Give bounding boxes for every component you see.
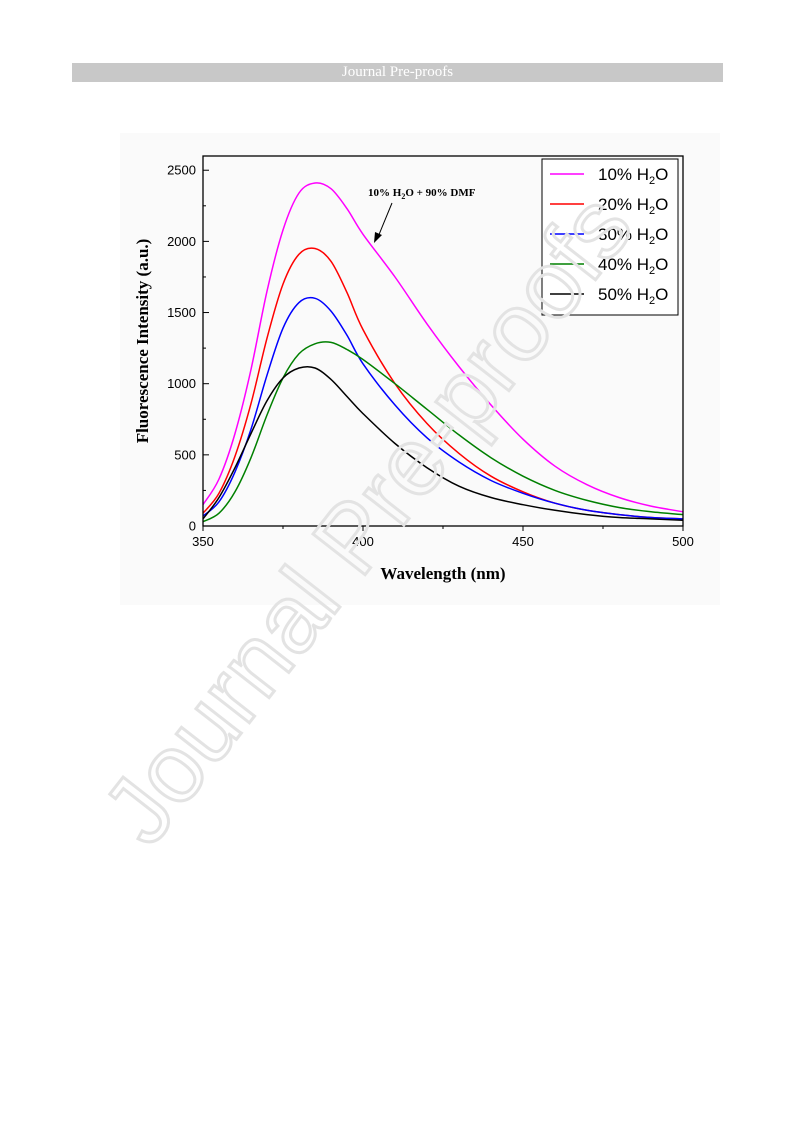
y-tick-label: 1500 <box>167 305 196 320</box>
legend-label-sub: 2 <box>649 235 655 247</box>
legend-label-5: 50% H2O <box>598 285 668 307</box>
x-tick-label: 450 <box>512 534 534 549</box>
annotation-post: O + 90% DMF <box>405 187 475 199</box>
x-axis-label: Wavelength (nm) <box>380 564 505 583</box>
x-tick-labels: 350 400 450 500 <box>192 534 694 549</box>
series-line-4 <box>202 341 684 523</box>
legend-label-sub: 2 <box>649 175 655 187</box>
legend-label-pre: 30% H <box>598 225 649 244</box>
figure: 0 500 1000 1500 2000 2500 350 400 450 500 Wavele… <box>120 133 720 605</box>
y-tick-label: 500 <box>174 447 196 462</box>
series-line-3 <box>202 296 684 520</box>
legend-label-sub: 2 <box>649 265 655 277</box>
legend-label-4: 40% H2O <box>598 255 668 277</box>
legend-label-post: O <box>655 285 668 304</box>
legend-label-pre: 20% H <box>598 195 649 214</box>
journal-banner: Journal Pre-proofs <box>72 63 723 82</box>
annotation-pre: 10% H <box>368 187 402 199</box>
x-tick-label: 500 <box>672 534 694 549</box>
legend-label-sub: 2 <box>649 295 655 307</box>
y-tick-label: 2500 <box>167 163 196 178</box>
series-line-5 <box>202 365 684 522</box>
y-tick-labels: 0 500 1000 1500 2000 2500 <box>167 163 196 534</box>
legend-label-3: 30% H2O <box>598 225 668 247</box>
y-tick-label: 1000 <box>167 376 196 391</box>
legend-label-post: O <box>655 165 668 184</box>
x-tick-label: 350 <box>192 534 214 549</box>
legend-label-1: 10% H2O <box>598 165 668 187</box>
y-axis-label: Fluorescence Intensity (a.u.) <box>133 239 152 444</box>
annotation-arrow-head <box>374 232 382 243</box>
y-tick-label: 0 <box>189 519 196 534</box>
legend-label-sub: 2 <box>649 205 655 217</box>
legend-label-post: O <box>655 195 668 214</box>
banner-text: Journal Pre-proofs <box>341 64 454 80</box>
annotation-sub: 2 <box>401 192 405 201</box>
legend-label-post: O <box>655 255 668 274</box>
series-line-1 <box>202 182 684 513</box>
annotation-arrow-line <box>377 202 393 238</box>
annotation-label: 10% H2O + 90% DMF <box>368 187 476 201</box>
series-layer <box>202 182 684 523</box>
legend-label-2: 20% H2O <box>598 195 668 217</box>
x-tick-label: 400 <box>352 534 374 549</box>
legend-label-pre: 10% H <box>598 165 649 184</box>
plot-frame <box>202 155 684 527</box>
legend-label-pre: 40% H <box>598 255 649 274</box>
legend-label-pre: 50% H <box>598 285 649 304</box>
fluorescence-chart: 0 500 1000 1500 2000 2500 350 400 450 500 Wavele… <box>133 155 694 583</box>
legend-box <box>541 158 679 316</box>
legend-label-post: O <box>655 225 668 244</box>
y-tick-label: 2000 <box>167 234 196 249</box>
